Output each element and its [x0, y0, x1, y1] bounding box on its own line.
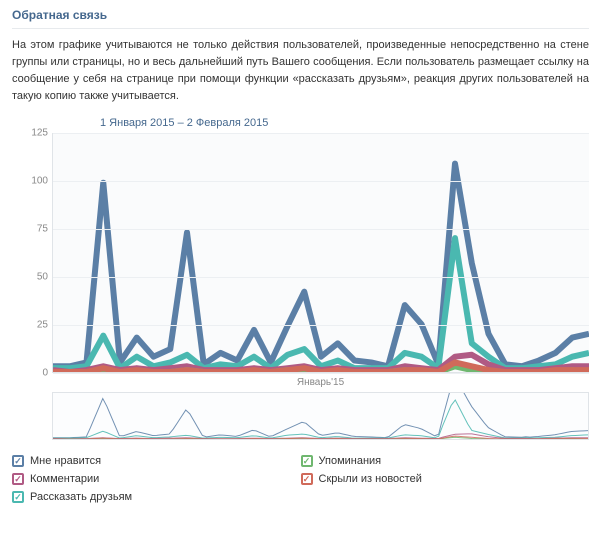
legend: Мне нравится Комментарии Рассказать друзья…	[12, 452, 589, 506]
y-tick-label: 100	[12, 176, 48, 187]
y-axis-labels: 0255075100125	[12, 133, 48, 373]
checkbox-icon	[12, 455, 24, 467]
overview-line-likes	[53, 393, 588, 438]
date-range-label: 1 Января 2015 – 2 Февраля 2015	[12, 117, 589, 129]
legend-item-comments[interactable]: Комментарии	[12, 470, 301, 488]
legend-item-likes[interactable]: Мне нравится	[12, 452, 301, 470]
legend-item-mentions[interactable]: Упоминания	[301, 452, 590, 470]
description-text: На этом графике учитываются не только де…	[12, 37, 589, 105]
y-tick-label: 50	[12, 272, 48, 283]
chart-svg	[53, 133, 589, 372]
legend-label: Рассказать друзьям	[30, 491, 132, 503]
series-line-likes	[53, 164, 589, 367]
chart-container: 0255075100125 Январь'15	[12, 133, 589, 440]
checkbox-icon	[12, 473, 24, 485]
y-tick-label: 125	[12, 128, 48, 139]
checkbox-icon	[301, 473, 313, 485]
legend-label: Скрыли из новостей	[319, 473, 422, 485]
section-title: Обратная связь	[12, 8, 589, 29]
legend-item-hidden[interactable]: Скрыли из новостей	[301, 470, 590, 488]
y-tick-label: 25	[12, 320, 48, 331]
y-tick-label: 75	[12, 224, 48, 235]
x-axis-label: Январь'15	[52, 373, 589, 390]
legend-item-shares[interactable]: Рассказать друзьям	[12, 488, 301, 506]
checkbox-icon	[301, 455, 313, 467]
overview-strip[interactable]	[52, 392, 589, 440]
y-tick-label: 0	[12, 368, 48, 379]
checkbox-icon	[12, 491, 24, 503]
legend-label: Комментарии	[30, 473, 99, 485]
chart-plot-area[interactable]	[52, 133, 589, 373]
overview-svg	[53, 393, 588, 439]
legend-label: Упоминания	[319, 455, 382, 467]
legend-label: Мне нравится	[30, 455, 101, 467]
